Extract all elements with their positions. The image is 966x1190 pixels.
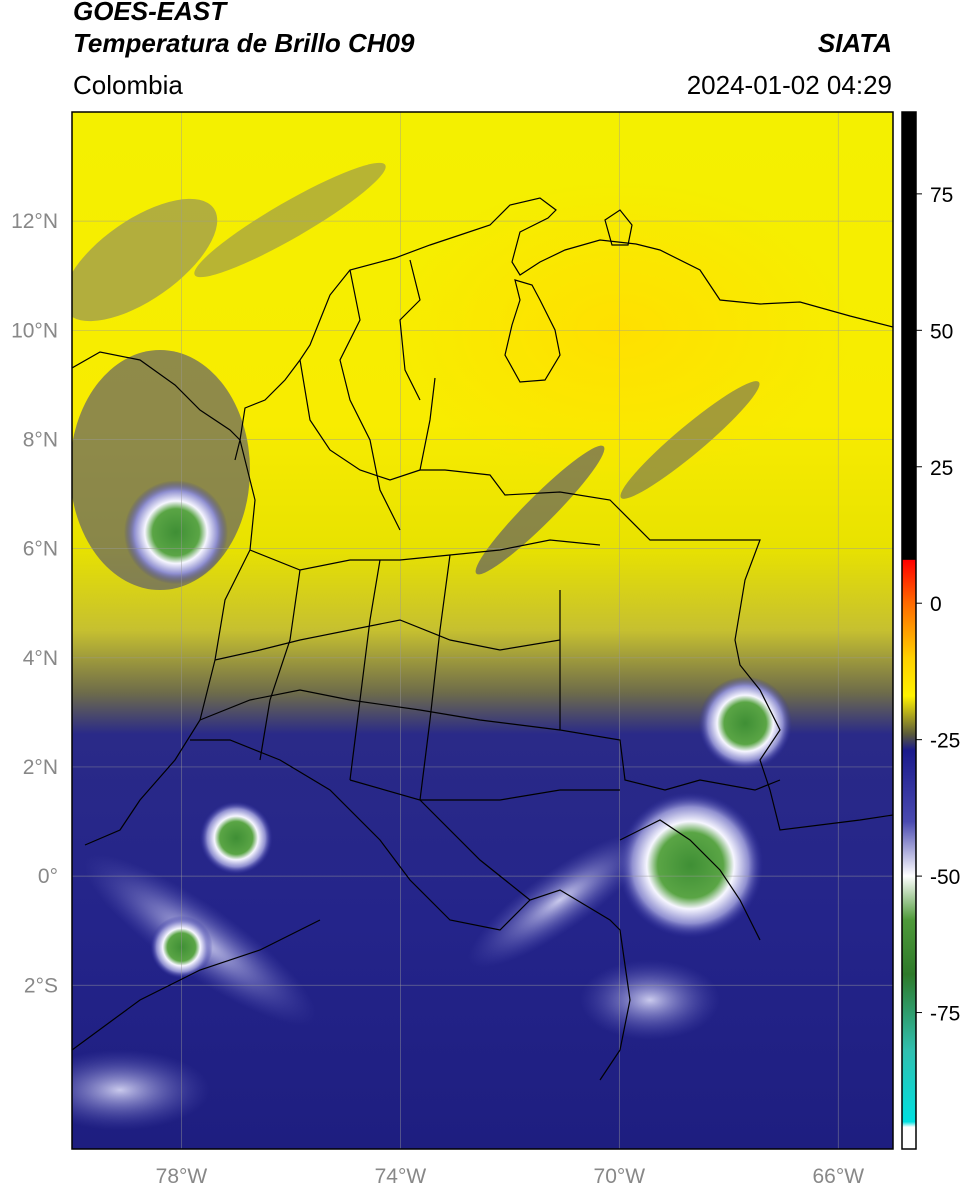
department-border	[249, 539, 601, 571]
convection-core	[698, 676, 793, 771]
lat-tick-label: 4°N	[23, 647, 58, 670]
cloud-wisp	[468, 832, 652, 968]
lat-tick-label: 2°N	[23, 756, 58, 779]
satellite-imagery	[72, 112, 893, 1149]
product-title: Temperatura de Brillo CH09	[73, 28, 415, 58]
coastline-pacific	[84, 439, 256, 846]
map-frame	[71, 111, 894, 1150]
department-border	[399, 259, 421, 401]
timestamp-label: 2024-01-02 04:29	[686, 70, 892, 100]
latitude-tick-labels: 12°N 10°N 8°N 6°N 4°N 2°N 0° 2°S	[11, 210, 58, 997]
border-colombia-venezuela	[419, 377, 893, 831]
coastline-caribbean	[234, 197, 893, 461]
department-border	[299, 359, 421, 481]
brand-label: SIATA	[817, 28, 892, 58]
graticule	[72, 112, 893, 1149]
department-border	[214, 619, 561, 661]
lat-tick-label: 8°N	[23, 428, 58, 451]
border-brazil	[619, 819, 761, 941]
convection-core	[617, 792, 764, 938]
lat-tick-label: 2°S	[24, 974, 58, 997]
convection-core	[123, 480, 228, 585]
cloud-band	[72, 198, 218, 322]
colorbar	[902, 112, 916, 1149]
department-border	[419, 554, 451, 801]
paraguana-peninsula	[604, 209, 633, 246]
lat-tick-label: 12°N	[11, 210, 58, 233]
cloud-band	[475, 445, 605, 575]
colorbar-tick-label: -50	[930, 866, 960, 889]
department-border	[259, 569, 301, 761]
cloud-band	[620, 381, 760, 499]
cloud-wisp	[580, 960, 720, 1040]
coastline-panama	[72, 351, 241, 441]
department-border	[339, 269, 401, 531]
department-border	[349, 779, 531, 901]
lake-maracaibo	[504, 279, 561, 383]
longitude-tick-labels: 78°W 74°W 70°W 66°W	[156, 1165, 865, 1188]
convection-core	[199, 801, 273, 875]
department-border	[420, 789, 620, 801]
region-label: Colombia	[73, 70, 183, 100]
colorbar-tick-labels: 75 50 25 0 -25 -50 -75	[916, 184, 960, 1026]
lat-tick-label: 6°N	[23, 538, 58, 561]
lat-tick-label: 10°N	[11, 319, 58, 342]
colorbar-tick-label: -25	[930, 730, 960, 753]
colorbar-tick-label: 25	[930, 457, 953, 480]
satellite-title: GOES-EAST	[73, 0, 227, 26]
colorbar-tick-label: 75	[930, 184, 953, 207]
lat-tick-label: 0°	[38, 865, 58, 888]
department-border	[349, 559, 381, 781]
colorbar-tick-label: 50	[930, 320, 953, 343]
colorbar-tick-label: 0	[930, 593, 942, 616]
lon-tick-label: 70°W	[594, 1165, 646, 1188]
colorbar-frame	[901, 111, 917, 1150]
department-border	[199, 689, 561, 731]
lon-tick-label: 74°W	[375, 1165, 427, 1188]
lon-tick-label: 78°W	[156, 1165, 208, 1188]
border-ecuador	[72, 919, 321, 1051]
cloud-band	[194, 162, 386, 278]
internal-border	[559, 590, 781, 791]
border-colombia-peru	[190, 739, 631, 1081]
boundaries	[72, 197, 893, 1081]
cloud-wisp	[72, 1050, 210, 1130]
colorbar-tick-label: -75	[930, 1003, 960, 1026]
lon-tick-label: 66°W	[812, 1165, 864, 1188]
